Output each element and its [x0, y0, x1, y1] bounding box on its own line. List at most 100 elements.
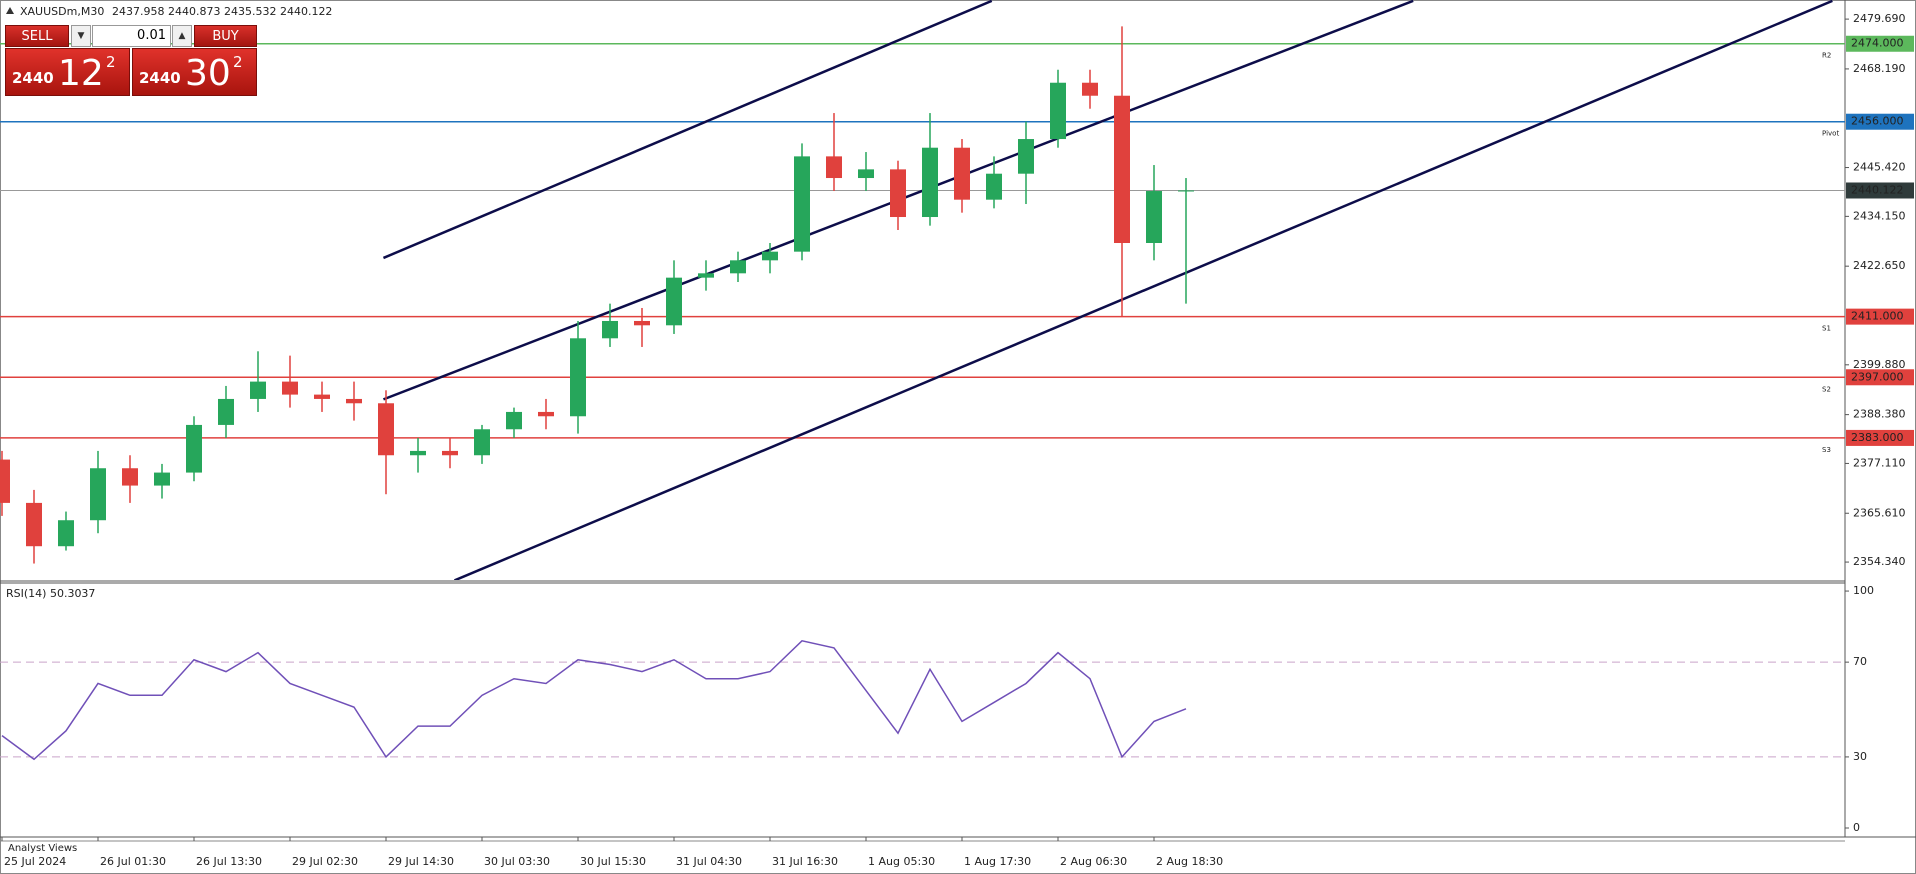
lot-down[interactable]: ▼: [71, 25, 91, 47]
candle-body: [26, 502, 42, 547]
level-label: 2397.000: [1851, 370, 1904, 383]
candle-body: [474, 429, 490, 456]
x-tick-label: 25 Jul 2024: [4, 855, 66, 868]
level-tag: S1: [1822, 325, 1831, 333]
candle-body: [698, 273, 714, 278]
candle-body: [218, 398, 234, 425]
candle-body: [986, 173, 1002, 200]
y-tick-label: 2434.150: [1853, 209, 1906, 222]
candle-body: [378, 403, 394, 456]
price-plot: R2 Pivot S1 S2 S3: [0, 0, 1845, 580]
candle-body: [90, 468, 106, 521]
current-price-box: [1846, 182, 1914, 199]
candle-body: [730, 260, 746, 274]
bid-base: 2440: [12, 69, 54, 87]
candle-body: [538, 411, 554, 417]
trade-panel: SELL ▼ 0.01 ▲ BUY 2440 12 2 2440 30 2: [5, 25, 257, 96]
candle-body: [410, 450, 426, 456]
level-tag: R2: [1822, 52, 1831, 60]
bid-pip: 2: [106, 53, 116, 71]
y-tick-label: 2445.420: [1853, 161, 1906, 174]
ask-big: 30: [185, 53, 231, 94]
level-label-box: [1846, 369, 1914, 386]
x-tick-label: 29 Jul 14:30: [388, 855, 454, 868]
x-tick-label: 1 Aug 05:30: [868, 855, 935, 868]
candle-body: [570, 338, 586, 417]
ask-base: 2440: [139, 69, 181, 87]
candle-body: [154, 472, 170, 486]
trendline: [453, 0, 1833, 580]
bid-price[interactable]: 2440 12 2: [5, 48, 130, 96]
axes: 2479.690 2468.190 2445.420 2434.150 2422.650…: [1, 12, 1914, 868]
collapse-icon[interactable]: [6, 7, 14, 14]
ask-pip: 2: [233, 53, 243, 71]
y-tick-label: 2422.650: [1853, 259, 1906, 272]
level-label: 2456.000: [1851, 115, 1904, 128]
candle-body: [442, 450, 458, 456]
candle-body: [1146, 191, 1162, 244]
lot-input[interactable]: 0.01: [92, 25, 171, 47]
candle-body: [634, 320, 650, 326]
ask-price[interactable]: 2440 30 2: [132, 48, 257, 96]
y-tick-label: 100: [1853, 584, 1874, 597]
rsi-title: RSI(14) 50.3037: [6, 587, 95, 600]
x-tick-label: 30 Jul 03:30: [484, 855, 550, 868]
candle-body: [1018, 139, 1034, 174]
candle-body: [0, 459, 10, 503]
candle-body: [250, 381, 266, 399]
candle-body: [602, 320, 618, 339]
candle-body: [122, 468, 138, 486]
x-tick-label: 31 Jul 04:30: [676, 855, 742, 868]
level-label-box: [1846, 429, 1914, 446]
level-tag: S2: [1822, 385, 1831, 393]
analyst-views[interactable]: Analyst Views: [8, 843, 77, 854]
sell-button[interactable]: SELL: [5, 25, 69, 47]
candle-body: [1082, 82, 1098, 96]
level-label: 2474.000: [1851, 37, 1904, 50]
y-tick-label: 2377.110: [1853, 456, 1906, 469]
candle-body: [954, 147, 970, 200]
level-label-box: [1846, 308, 1914, 325]
y-tick-label: 2479.690: [1853, 12, 1906, 25]
candle-body: [762, 251, 778, 261]
y-tick-label: 2365.610: [1853, 506, 1906, 519]
x-tick-label: 26 Jul 13:30: [196, 855, 262, 868]
candle-body: [826, 156, 842, 179]
candle-body: [890, 169, 906, 218]
level-label-box: [1846, 35, 1914, 52]
lot-up[interactable]: ▲: [172, 25, 192, 47]
candle-body: [58, 520, 74, 547]
x-tick-label: 26 Jul 01:30: [100, 855, 166, 868]
x-tick-label: 30 Jul 15:30: [580, 855, 646, 868]
candle-body: [346, 398, 362, 404]
y-tick-label: 2399.880: [1853, 358, 1906, 371]
x-tick-label: 2 Aug 18:30: [1156, 855, 1223, 868]
rsi-line: [1, 639, 1187, 761]
buy-button[interactable]: BUY: [194, 25, 257, 47]
y-tick-label: 30: [1853, 750, 1867, 763]
candle-body: [282, 381, 298, 395]
candle-body: [314, 394, 330, 399]
candle-body: [506, 411, 522, 430]
current-price-label: 2440.122: [1851, 183, 1904, 196]
y-tick-label: 2354.340: [1853, 555, 1906, 568]
x-tick-label: 31 Jul 16:30: [772, 855, 838, 868]
rsi-plot: [0, 639, 1845, 761]
level-label: 2411.000: [1851, 310, 1904, 323]
candle-body: [1178, 190, 1194, 192]
x-tick-label: 29 Jul 02:30: [292, 855, 358, 868]
ohlc: 2437.958 2440.873 2435.532 2440.122: [112, 5, 332, 18]
level-label-box: [1846, 113, 1914, 130]
y-tick-label: 2468.190: [1853, 62, 1906, 75]
y-tick-label: 0: [1853, 821, 1860, 834]
bid-big: 12: [58, 53, 104, 94]
candle-body: [794, 156, 810, 252]
x-tick-label: 2 Aug 06:30: [1060, 855, 1127, 868]
symbol: XAUUSDm,M30: [20, 5, 104, 18]
candle-body: [922, 147, 938, 218]
y-tick-label: 70: [1853, 655, 1867, 668]
candle-body: [858, 169, 874, 179]
